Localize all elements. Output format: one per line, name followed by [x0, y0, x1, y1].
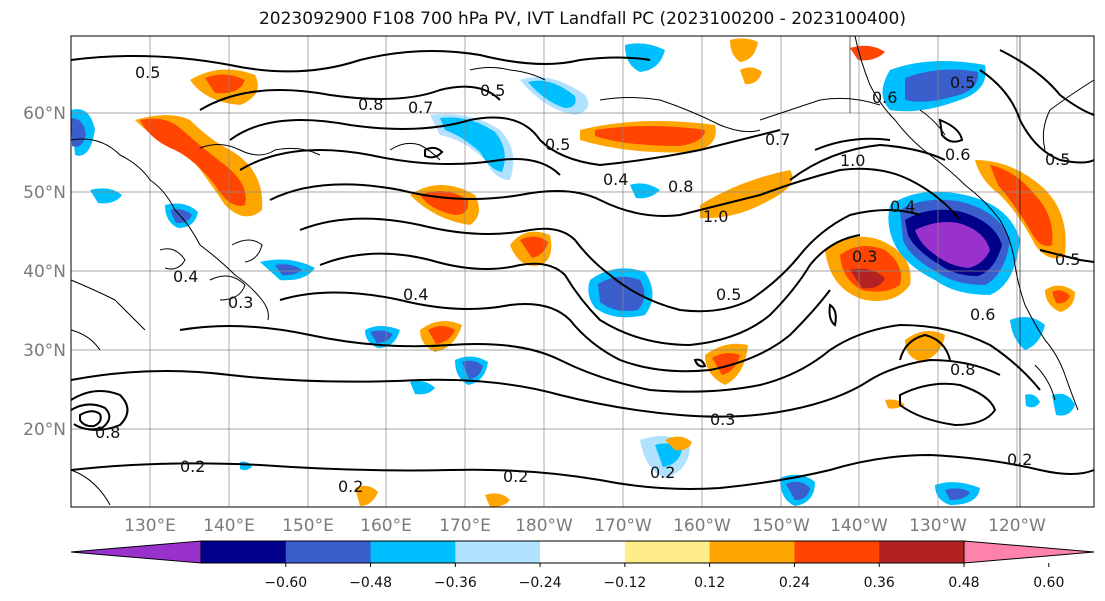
svg-text:30°N: 30°N	[23, 341, 66, 361]
svg-text:0.6: 0.6	[970, 305, 995, 324]
svg-text:0.8: 0.8	[358, 95, 383, 114]
colorbar-cell	[70, 540, 202, 564]
colorbar-cell	[709, 541, 795, 563]
svg-text:0.8: 0.8	[950, 360, 975, 379]
colorbar-cell	[879, 541, 965, 563]
svg-text:60°N: 60°N	[23, 104, 66, 124]
coastlines	[70, 35, 1095, 507]
colorbar-cell	[455, 541, 541, 563]
svg-text:170°W: 170°W	[594, 516, 652, 536]
colorbar-cell	[285, 541, 372, 563]
colorbar-tick-label: 0.12	[694, 575, 725, 591]
colorbar-tick-label: −0.60	[264, 575, 307, 591]
svg-text:40°N: 40°N	[23, 262, 66, 282]
colorbar-cell	[624, 541, 711, 563]
colorbar-tick-label: −0.48	[349, 575, 392, 591]
svg-text:150°W: 150°W	[752, 516, 810, 536]
svg-text:0.6: 0.6	[945, 145, 970, 164]
svg-text:160°W: 160°W	[673, 516, 731, 536]
colorbar-cell	[794, 541, 880, 563]
svg-text:0.6: 0.6	[872, 88, 897, 107]
svg-text:0.5: 0.5	[1045, 150, 1070, 169]
svg-text:0.3: 0.3	[228, 293, 253, 312]
svg-text:0.4: 0.4	[890, 197, 915, 216]
svg-text:0.2: 0.2	[180, 457, 205, 476]
svg-text:0.3: 0.3	[710, 410, 735, 429]
svg-text:0.5: 0.5	[545, 135, 570, 154]
colorbar-outline	[200, 540, 965, 564]
svg-text:50°N: 50°N	[23, 183, 66, 203]
colorbar-labels: −0.60 −0.48 −0.36 −0.24 −0.12 0.12 0.24 0.36 0.4…	[264, 563, 1064, 591]
map-title: 2023092900 F108 700 hPa PV, IVT Landfall…	[258, 9, 906, 29]
svg-text:0.5: 0.5	[135, 63, 160, 82]
svg-text:180°W: 180°W	[515, 516, 573, 536]
svg-text:0.5: 0.5	[950, 73, 975, 92]
colorbar-tick-label: 0.60	[1033, 575, 1064, 591]
graticule	[71, 36, 1094, 507]
svg-text:0.7: 0.7	[408, 98, 433, 117]
svg-text:0.8: 0.8	[668, 177, 693, 196]
svg-text:150°E: 150°E	[282, 516, 334, 536]
svg-text:120°W: 120°W	[988, 516, 1046, 536]
latitude-labels: 60°N 50°N 40°N 30°N 20°N	[23, 104, 66, 440]
svg-text:0.5: 0.5	[480, 81, 505, 100]
svg-text:0.7: 0.7	[765, 130, 790, 149]
colorbar-cell	[963, 540, 1095, 564]
svg-text:140°E: 140°E	[203, 516, 255, 536]
svg-text:170°E: 170°E	[439, 516, 491, 536]
svg-text:1.0: 1.0	[703, 207, 728, 226]
colorbar	[70, 540, 1095, 564]
colorbar-tick-label: −0.12	[603, 575, 646, 591]
svg-text:0.5: 0.5	[716, 285, 741, 304]
svg-text:130°W: 130°W	[909, 516, 967, 536]
colorbar-cell	[370, 541, 456, 563]
svg-text:0.8: 0.8	[95, 423, 120, 442]
svg-text:1.0: 1.0	[840, 151, 865, 170]
svg-text:130°E: 130°E	[124, 516, 176, 536]
svg-text:160°E: 160°E	[360, 516, 412, 536]
svg-text:0.4: 0.4	[603, 170, 628, 189]
svg-text:20°N: 20°N	[23, 420, 66, 440]
svg-text:0.2: 0.2	[650, 463, 675, 482]
contour-labels: 0.5 0.8 0.7 0.5 0.5 0.4 0.8 1.0 0.7 1.0 …	[95, 63, 1080, 496]
svg-text:0.2: 0.2	[338, 477, 363, 496]
svg-text:0.2: 0.2	[503, 467, 528, 486]
svg-text:140°W: 140°W	[830, 516, 888, 536]
pv-contours	[70, 49, 1095, 490]
svg-text:0.4: 0.4	[403, 285, 428, 304]
svg-text:0.2: 0.2	[1007, 450, 1032, 469]
svg-text:0.5: 0.5	[1055, 250, 1080, 269]
colorbar-tick-label: −0.36	[434, 575, 477, 591]
svg-text:0.4: 0.4	[173, 267, 198, 286]
colorbar-cell	[540, 541, 626, 563]
map-frame	[70, 35, 1095, 508]
colorbar-tick-label: −0.24	[519, 575, 562, 591]
longitude-labels: 130°E 140°E 150°E 160°E 170°E 180°W 170°…	[124, 516, 1046, 536]
colorbar-tick-label: 0.48	[948, 575, 979, 591]
colorbar-tick-label: 0.24	[779, 575, 810, 591]
colorbar-tick-label: 0.36	[864, 575, 895, 591]
svg-text:0.3: 0.3	[852, 247, 877, 266]
colorbar-cell	[201, 541, 287, 563]
